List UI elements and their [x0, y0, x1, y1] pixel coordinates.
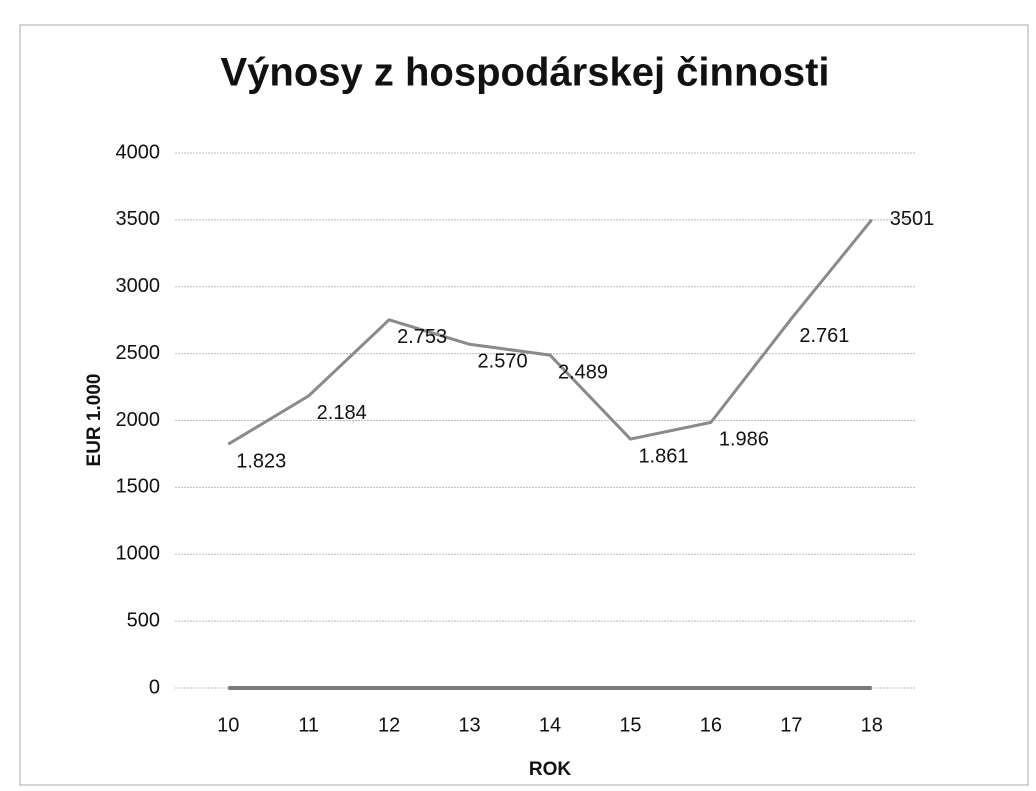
x-tick-label: 15	[619, 714, 641, 736]
data-label: 2.753	[397, 326, 447, 348]
y-tick-label: 500	[127, 609, 160, 631]
data-label: 1.986	[719, 429, 769, 451]
data-label: 2.489	[558, 361, 608, 383]
chart-frame	[19, 24, 1029, 786]
y-tick-label: 2000	[116, 409, 161, 431]
y-axis-title: EUR 1.000	[84, 374, 105, 467]
data-label: 2.184	[317, 402, 367, 424]
x-tick-label: 16	[700, 714, 722, 736]
y-tick-label: 2500	[116, 342, 161, 364]
x-tick-label: 11	[298, 714, 319, 736]
y-tick-label: 3500	[116, 208, 161, 230]
series-line	[227, 218, 873, 446]
chart-title: Výnosy z hospodárskej činnosti	[220, 51, 829, 95]
x-tick-label: 10	[217, 714, 239, 736]
data-label: 1.823	[236, 450, 286, 472]
y-tick-label: 4000	[116, 141, 161, 163]
x-tick-label: 18	[861, 714, 883, 736]
x-tick-label: 13	[458, 714, 480, 736]
x-tick-label: 14	[539, 714, 561, 736]
y-tick-label: 1000	[116, 543, 161, 565]
data-label: 3501	[890, 208, 935, 230]
y-tick-label: 0	[149, 676, 160, 698]
y-tick-label: 1500	[116, 476, 161, 498]
y-tick-label: 3000	[116, 275, 161, 297]
data-label: 1.861	[638, 445, 688, 467]
data-label: 2.570	[478, 351, 528, 373]
x-tick-label: 12	[378, 714, 400, 736]
x-axis-title: ROK	[529, 759, 572, 780]
x-tick-label: 17	[780, 714, 802, 736]
data-label: 2.761	[799, 325, 849, 347]
